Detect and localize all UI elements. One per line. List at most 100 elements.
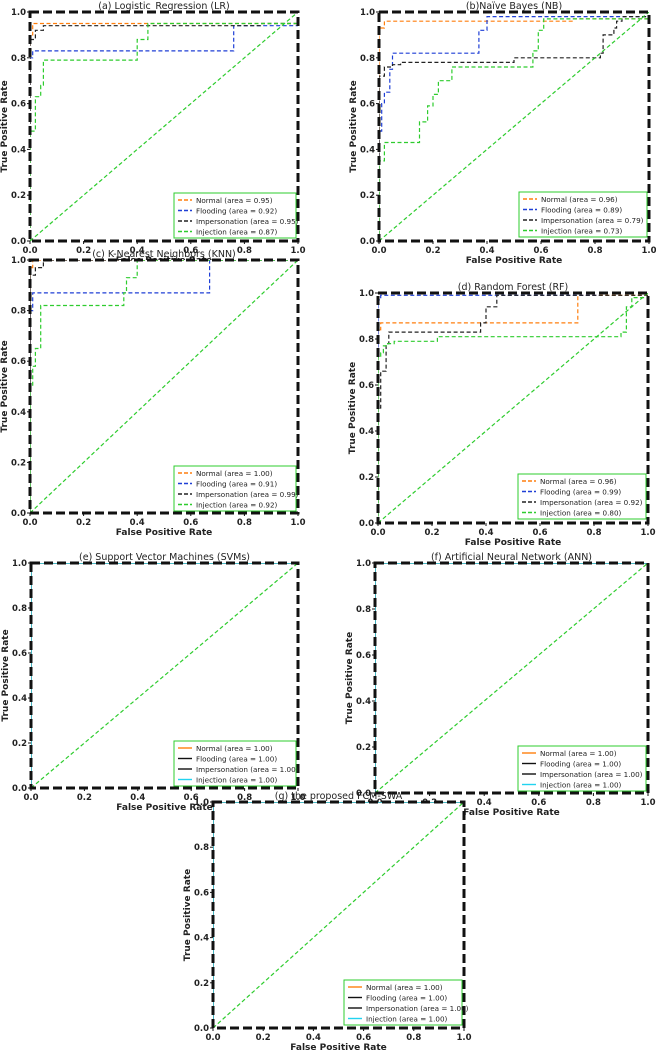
x-tick-label: 0.4: [130, 793, 145, 803]
chance-diagonal-line: [30, 260, 298, 513]
y-tick-label: 0.4: [356, 697, 371, 707]
chart-title: (f) Artificial Neural Network (ANN): [431, 552, 592, 563]
y-tick-label: 0.0: [12, 784, 27, 794]
legend-box: [517, 473, 647, 520]
legend-entry: Injection (area = 0.73): [541, 226, 623, 235]
series-line-injection: [378, 297, 648, 523]
series-line-normal: [30, 260, 298, 513]
y-tick-label: 0.6: [11, 100, 26, 110]
roc-panel-3: 0.00.00.20.20.40.40.60.60.80.81.01.0(c) …: [0, 249, 306, 538]
series-line-injection: [30, 260, 298, 513]
x-tick-label: 0.0: [371, 246, 386, 256]
x-tick-label: 0.2: [425, 246, 440, 256]
x-tick-label: 0.0: [22, 518, 37, 528]
y-tick-label: 1.0: [360, 8, 375, 18]
series-group: [30, 260, 298, 513]
chance-diagonal-line: [378, 293, 648, 523]
y-tick-label: 0.2: [11, 458, 26, 468]
axes-frame: [211, 800, 466, 1030]
y-tick-label: 1.0: [12, 559, 27, 569]
x-tick-label: 0.2: [256, 1033, 271, 1043]
x-tick-label: 0.6: [184, 793, 199, 803]
y-tick-label: 0.6: [359, 381, 374, 391]
legend-entry: Normal (area = 1.00): [196, 469, 273, 478]
x-axis-label: False Positive Rate: [116, 803, 213, 813]
y-axis-label: True Positive Rate: [348, 362, 358, 454]
legend-entry: Injection (area = 0.92): [196, 500, 278, 509]
series-group: [378, 293, 648, 523]
legend-entry: Normal (area = 0.96): [540, 477, 617, 486]
legend-entry: Impersonation (area = 0.95): [196, 217, 299, 226]
roc-panel-4: 0.00.0 0.2 0.2 0.4 0.4 0.6 0.6 0.8 0.8 1.0 1.0 (d) …: [348, 282, 656, 548]
axes-frame: [28, 10, 300, 243]
y-tick-label: 0.8: [359, 335, 374, 345]
chance-diagonal-line: [213, 802, 464, 1028]
chance-diagonal-line: [375, 563, 648, 793]
x-tick-label: 1.0: [640, 528, 655, 538]
y-tick-label: 0.4: [360, 145, 375, 155]
x-axis-label: False Positive Rate: [290, 1043, 387, 1053]
series-line-impersonation: [379, 16, 649, 241]
y-tick-label: 0.8: [360, 54, 375, 64]
x-tick-label: 0.8: [237, 793, 252, 803]
roc-panel-7: 0.00.00.20.20.40.40.60.60.80.81.01.0(g) …: [183, 791, 472, 1053]
y-axis-label: True Positive Rate: [0, 340, 10, 432]
roc-panel-5: 0.00.0 0.2 0.2 0.4 0.4 0.6 0.6 0.8 0.8 1.0 1.0 (e) …: [1, 552, 306, 813]
legend: Normal (area = 1.00)Flooding (area = 0.9…: [173, 465, 299, 512]
roc-panel-2: 0.00.0 0.2 0.2 0.4 0.4 0.6 0.6 0.8 0.8 1.0 1.0 (b)N…: [349, 1, 656, 266]
y-tick-label: 0.8: [11, 307, 26, 317]
legend-entry: Impersonation (area = 1.00): [196, 765, 299, 774]
legend-entry: Impersonation (area = 0.92): [540, 498, 643, 507]
x-tick-label: 1.0: [290, 793, 305, 803]
y-tick-label: 0.0: [360, 237, 375, 247]
legend-entry: Injection (area = 1.00): [366, 1014, 448, 1023]
y-tick-label: 0.0: [11, 509, 26, 519]
legend-entry: Flooding (area = 1.00): [366, 993, 447, 1002]
legend-entry: Impersonation (area = 1.00): [366, 1004, 469, 1013]
axes-frame: [373, 561, 650, 795]
series-line-normal: [30, 22, 298, 241]
x-tick-label: 0.6: [532, 528, 547, 538]
legend-entry: Flooding (area = 1.00): [196, 754, 277, 763]
x-tick-label: 0.6: [183, 246, 198, 256]
y-tick-label: 0.4: [359, 427, 374, 437]
x-tick-label: 0.4: [130, 518, 145, 528]
legend-entry: Normal (area = 0.95): [196, 196, 273, 205]
x-tick-label: 0.2: [77, 793, 92, 803]
y-tick-label: 0.2: [360, 191, 375, 201]
chance-diagonal-line: [379, 12, 649, 241]
y-axis-label: True Positive Rate: [183, 869, 193, 961]
x-tick-label: 1.0: [641, 246, 656, 256]
x-tick-label: 0.6: [533, 246, 548, 256]
axes-frame: [28, 258, 300, 515]
y-tick-label: 1.0: [194, 798, 209, 808]
legend-entry: Normal (area = 0.96): [541, 195, 618, 204]
x-tick-label: 0.2: [76, 246, 91, 256]
series-group: [379, 12, 649, 241]
legend: Normal (area = 0.96)Flooding (area = 0.8…: [518, 191, 648, 238]
y-tick-label: 0.6: [360, 100, 375, 110]
axes-frame: [29, 561, 300, 790]
legend-entry: Flooding (area = 0.89): [541, 205, 622, 214]
legend-entry: Impersonation (area = 0.99): [196, 490, 299, 499]
legend-entry: Flooding (area = 0.92): [196, 206, 277, 215]
x-tick-label: 0.0: [205, 1033, 220, 1043]
x-tick-label: 0.4: [478, 528, 493, 538]
x-tick-label: 0.8: [586, 528, 601, 538]
y-tick-label: 0.0: [356, 789, 371, 799]
y-tick-label: 0.2: [11, 191, 26, 201]
y-tick-label: 0.6: [11, 357, 26, 367]
series-group: [213, 802, 464, 1028]
series-line-flooding: [379, 16, 649, 241]
chart-title: (g) the proposed FCM-SWA: [275, 791, 403, 802]
x-tick-label: 0.0: [23, 793, 38, 803]
x-tick-label: 0.4: [479, 246, 494, 256]
series-line-injection: [30, 22, 298, 241]
x-tick-label: 0.2: [76, 518, 91, 528]
x-tick-label: 0.6: [356, 1033, 371, 1043]
y-tick-label: 0.6: [356, 651, 371, 661]
chance-diagonal-line: [30, 12, 298, 241]
x-tick-label: 0.4: [130, 246, 145, 256]
x-tick-label: 0.4: [306, 1033, 321, 1043]
